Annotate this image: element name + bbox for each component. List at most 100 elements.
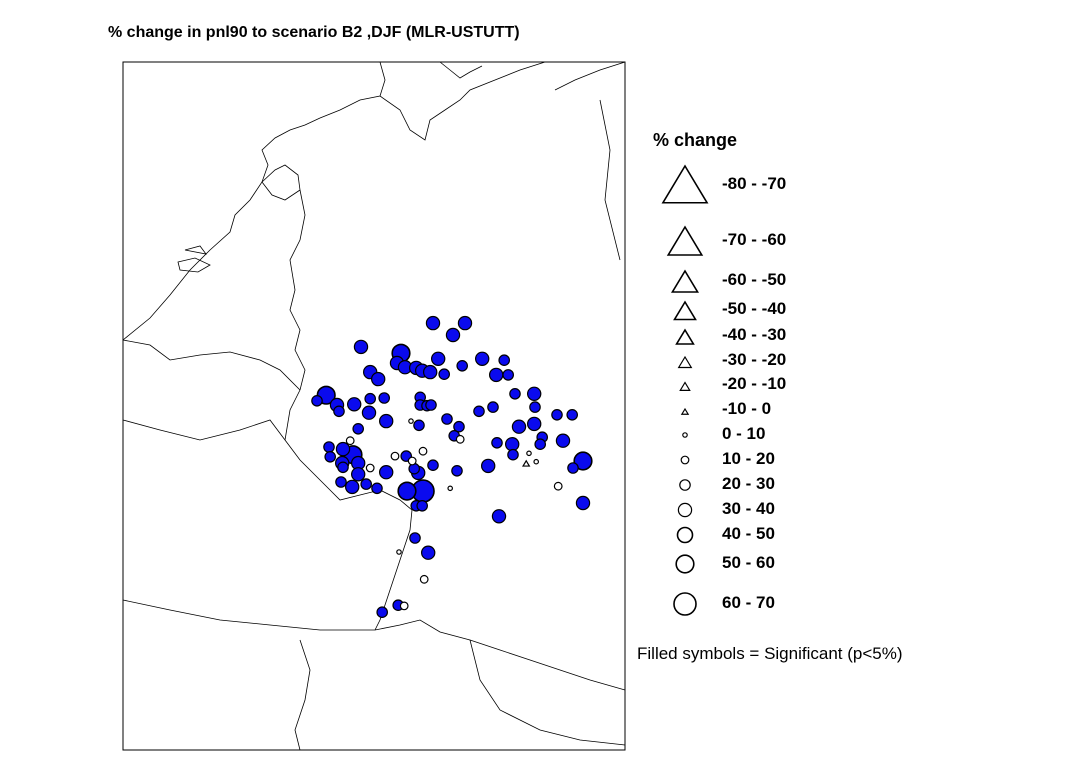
station-marker: [324, 450, 336, 463]
legend-symbol: [676, 526, 694, 544]
station-marker: [445, 327, 461, 343]
figure-title: % change in pnl90 to scenario B2 ,DJF (M…: [108, 24, 520, 41]
legend-symbol: [677, 502, 693, 518]
wadden-coast: [379, 61, 546, 141]
legend-label: 0 - 10: [722, 424, 766, 443]
station-marker: [551, 408, 563, 421]
legend-label: 20 - 30: [722, 474, 775, 493]
legend-title: % change: [653, 130, 738, 150]
station-marker: [529, 401, 541, 413]
station-marker: [533, 458, 540, 465]
legend-symbol: [675, 328, 695, 345]
station-marker: [491, 436, 503, 449]
station-marker: [423, 364, 438, 380]
legend-symbol: [675, 554, 695, 574]
legend-label: -40 - -30: [722, 325, 787, 344]
station-marker: [360, 478, 372, 490]
station-marker: [575, 495, 591, 511]
legend-footnote: Filled symbols = Significant (p<5%): [637, 644, 903, 663]
station-marker: [371, 482, 383, 495]
station-marker: [457, 315, 473, 331]
legend-symbol: [679, 381, 691, 391]
lux-fr-border: [284, 389, 413, 511]
station-marker: [335, 441, 351, 457]
north-sea-coastline: [122, 61, 386, 341]
baltic-coast: [439, 61, 626, 91]
station-marker: [451, 464, 463, 477]
station-marker: [473, 405, 485, 418]
legend-symbol: [661, 164, 709, 204]
legend-symbol: [673, 592, 697, 616]
station-marker: [425, 315, 441, 331]
delta-islands: [177, 245, 211, 273]
legend-label: -60 - -50: [722, 270, 787, 289]
legend-symbol: [677, 355, 693, 369]
station-marker: [489, 367, 504, 383]
station-marker: [378, 392, 390, 404]
legend-symbol: [673, 300, 697, 321]
station-marker: [390, 451, 400, 461]
station-marker: [553, 481, 563, 491]
station-marker: [365, 463, 375, 473]
legend-symbol: [680, 455, 690, 465]
be-border: [122, 339, 301, 391]
station-marker: [505, 437, 520, 452]
station-marker: [498, 354, 510, 366]
station-marker: [371, 371, 386, 387]
station-marker: [573, 451, 593, 471]
station-marker: [455, 434, 465, 444]
station-marker: [364, 392, 376, 405]
station-marker: [521, 459, 531, 467]
station-marker: [447, 485, 454, 492]
station-marker: [456, 359, 468, 372]
station-marker: [421, 545, 436, 560]
station-marker: [507, 448, 519, 461]
legend-label: -70 - -60: [722, 230, 787, 249]
station-marker: [311, 394, 323, 407]
station-marker: [419, 574, 429, 584]
station-marker: [566, 408, 578, 421]
station-symbols: [311, 315, 593, 618]
station-marker: [413, 419, 425, 432]
station-marker: [376, 606, 388, 618]
legend-label: 40 - 50: [722, 524, 775, 543]
station-marker: [347, 397, 362, 412]
station-marker: [441, 413, 453, 425]
station-marker: [431, 351, 446, 366]
legend-label: 30 - 40: [722, 499, 775, 518]
station-marker: [567, 462, 579, 474]
station-marker: [475, 351, 490, 366]
alps-border: [294, 639, 626, 751]
station-marker: [352, 422, 364, 435]
legend-label: 50 - 60: [722, 553, 775, 572]
legend-symbol: [679, 479, 691, 491]
station-marker: [438, 368, 450, 380]
legend-symbols: [661, 164, 709, 616]
legend-symbol: [670, 269, 700, 293]
station-marker: [335, 476, 347, 488]
station-marker: [351, 467, 366, 482]
station-marker: [323, 441, 335, 453]
station-marker: [491, 509, 507, 524]
station-marker: [407, 456, 417, 466]
station-marker: [425, 399, 437, 411]
legend-symbol: [680, 407, 690, 415]
rhine-border: [374, 509, 413, 631]
netherlands-inner-coast: [261, 164, 301, 201]
station-marker: [416, 499, 428, 512]
station-marker: [409, 532, 421, 544]
fr-be-border: [122, 419, 286, 441]
station-marker: [337, 461, 349, 474]
nl-de-border: [289, 189, 306, 391]
legend-label: -20 - -10: [722, 374, 787, 393]
legend-label: -30 - -20: [722, 350, 787, 369]
station-marker: [379, 465, 394, 480]
station-marker: [502, 369, 514, 381]
station-marker: [345, 436, 355, 446]
station-marker: [527, 386, 542, 401]
station-marker: [534, 438, 546, 450]
station-marker: [481, 458, 496, 474]
station-marker: [396, 549, 402, 555]
legend-label: -10 - 0: [722, 399, 772, 418]
